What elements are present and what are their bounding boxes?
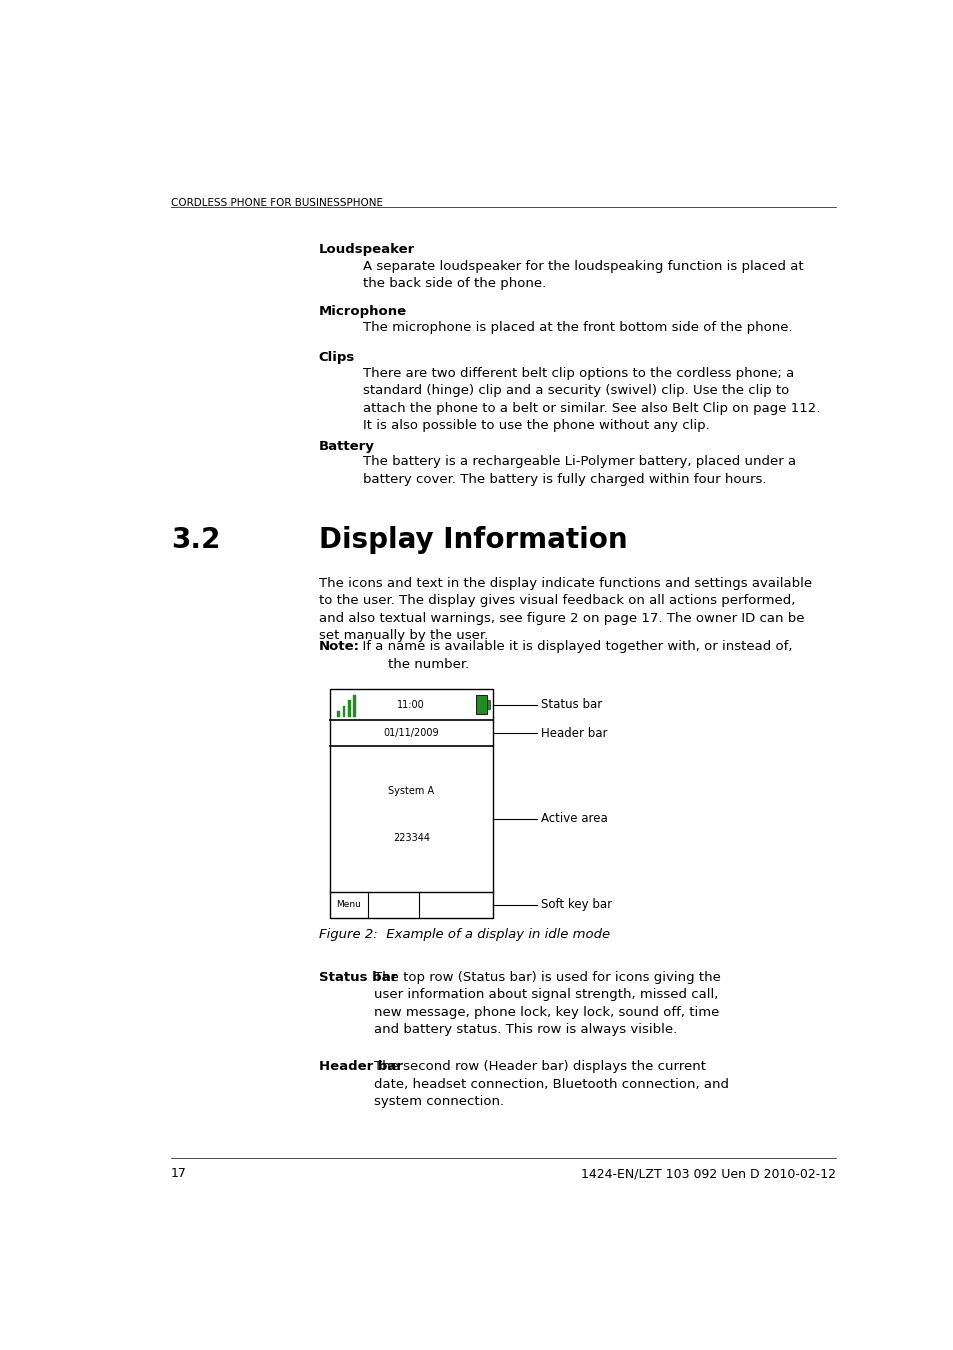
Text: Header bar: Header bar <box>540 726 606 740</box>
Text: System A: System A <box>388 786 434 796</box>
Bar <box>347 701 351 717</box>
Text: Menu: Menu <box>335 900 360 909</box>
Text: CORDLESS PHONE FOR BUSINESSPHONE: CORDLESS PHONE FOR BUSINESSPHONE <box>171 198 382 208</box>
Bar <box>342 706 345 717</box>
Text: Figure 2:  Example of a display in idle mode: Figure 2: Example of a display in idle m… <box>318 927 609 941</box>
Bar <box>337 711 340 717</box>
Text: The second row (Header bar) displays the current
date, headset connection, Bluet: The second row (Header bar) displays the… <box>374 1060 728 1108</box>
Text: 01/11/2009: 01/11/2009 <box>383 728 438 738</box>
Bar <box>353 695 355 717</box>
Text: 17: 17 <box>171 1168 187 1180</box>
Text: The microphone is placed at the front bottom side of the phone.: The microphone is placed at the front bo… <box>363 321 792 333</box>
Text: Note:: Note: <box>318 640 359 653</box>
Text: The top row (Status bar) is used for icons giving the
user information about sig: The top row (Status bar) is used for ico… <box>374 971 720 1037</box>
Bar <box>476 695 487 714</box>
Text: There are two different belt clip options to the cordless phone; a
standard (hin: There are two different belt clip option… <box>363 367 820 432</box>
Text: The icons and text in the display indicate functions and settings available
to t: The icons and text in the display indica… <box>318 576 811 643</box>
Text: 3.2: 3.2 <box>171 525 220 553</box>
Bar <box>330 688 492 918</box>
Text: Battery: Battery <box>318 440 375 452</box>
Text: A separate loudspeaker for the loudspeaking function is placed at
the back side : A separate loudspeaker for the loudspeak… <box>363 259 803 290</box>
Text: If a name is available it is displayed together with, or instead of,
        the: If a name is available it is displayed t… <box>354 640 791 671</box>
Text: Loudspeaker: Loudspeaker <box>318 243 415 256</box>
Text: Status bar: Status bar <box>318 971 396 984</box>
Text: Active area: Active area <box>540 813 607 825</box>
Text: Clips: Clips <box>318 351 355 364</box>
Text: 1424-EN/LZT 103 092 Uen D 2010-02-12: 1424-EN/LZT 103 092 Uen D 2010-02-12 <box>580 1168 836 1180</box>
Bar <box>487 701 489 709</box>
Text: 223344: 223344 <box>393 833 430 842</box>
Text: The battery is a rechargeable Li-Polymer battery, placed under a
battery cover. : The battery is a rechargeable Li-Polymer… <box>363 455 796 486</box>
Text: Soft key bar: Soft key bar <box>540 898 611 911</box>
Text: Status bar: Status bar <box>540 698 601 711</box>
Text: 11:00: 11:00 <box>397 699 425 710</box>
Text: Header bar: Header bar <box>318 1060 402 1073</box>
Text: Microphone: Microphone <box>318 305 407 319</box>
Text: Display Information: Display Information <box>318 525 627 553</box>
